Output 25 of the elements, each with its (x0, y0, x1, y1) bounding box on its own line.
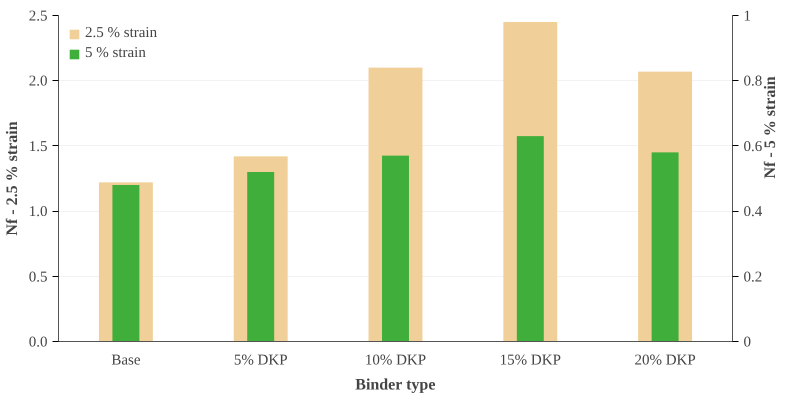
x-tick-label: 10% DKP (364, 352, 426, 368)
y2-tick-label: 0.8 (744, 74, 762, 90)
x-axis-title: Binder type (355, 376, 436, 394)
y-axis-title: Nf - 2.5 % strain (4, 121, 21, 236)
y2-tick-label: 0 (744, 334, 751, 350)
bar (652, 152, 679, 342)
y-tick-label: 1.0 (28, 204, 48, 220)
bar (382, 156, 409, 342)
x-tick-label: 20% DKP (634, 352, 696, 368)
y-tick-label: 0.5 (28, 269, 48, 286)
x-tick-label: 5% DKP (234, 352, 288, 368)
x-tick-label: 15% DKP (500, 352, 561, 368)
y2-tick-label: 0.4 (744, 204, 763, 220)
legend-label: 2.5 % strain (85, 25, 158, 42)
x-tick-label: Base (111, 352, 141, 368)
y2-axis-title: Nf - 5 % strain (762, 76, 779, 178)
y-tick-label: 1.5 (28, 138, 48, 155)
bar (516, 136, 544, 342)
y2-tick-label: 0.2 (744, 269, 762, 286)
y2-tick-label: 1 (744, 8, 751, 24)
y-tick-label: 0.0 (28, 334, 48, 350)
y-tick-label: 2.5 (28, 8, 48, 24)
legend-label: 5 % strain (85, 45, 146, 62)
y2-tick-label: 0.6 (744, 138, 763, 155)
y-tick-label: 2.0 (28, 74, 48, 90)
